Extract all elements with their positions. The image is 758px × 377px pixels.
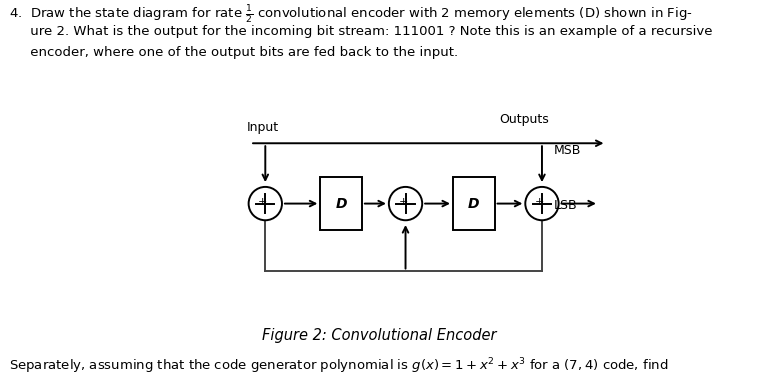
Text: +: + bbox=[399, 196, 408, 207]
Text: D: D bbox=[468, 196, 480, 211]
Text: 4.  Draw the state diagram for rate $\frac{1}{2}$ convolutional encoder with 2 m: 4. Draw the state diagram for rate $\fra… bbox=[9, 4, 693, 26]
Text: D: D bbox=[335, 196, 347, 211]
Text: Outputs: Outputs bbox=[499, 113, 549, 126]
Text: encoder, where one of the output bits are fed back to the input.: encoder, where one of the output bits ar… bbox=[9, 46, 459, 59]
Bar bbox=[320, 177, 362, 230]
Text: Input: Input bbox=[246, 121, 278, 134]
Text: MSB: MSB bbox=[553, 144, 581, 157]
Bar bbox=[453, 177, 495, 230]
Text: +: + bbox=[535, 196, 544, 207]
Ellipse shape bbox=[525, 187, 559, 220]
Text: +: + bbox=[258, 196, 268, 207]
Text: ure 2. What is the output for the incoming bit stream: 111001 ? Note this is an : ure 2. What is the output for the incomi… bbox=[9, 25, 713, 37]
Ellipse shape bbox=[389, 187, 422, 220]
Text: Separately, assuming that the code generator polynomial is $g(x) = 1 + x^2 + x^3: Separately, assuming that the code gener… bbox=[9, 356, 669, 376]
Ellipse shape bbox=[249, 187, 282, 220]
Text: LSB: LSB bbox=[553, 199, 577, 212]
Text: Figure 2: Convolutional Encoder: Figure 2: Convolutional Encoder bbox=[262, 328, 496, 343]
